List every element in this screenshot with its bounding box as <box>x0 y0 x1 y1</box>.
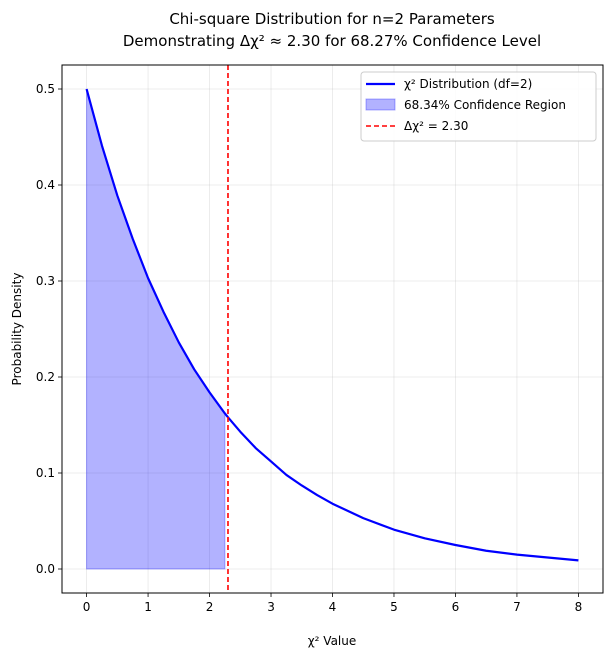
chart-title-line-1: Chi-square Distribution for n=2 Paramete… <box>169 10 495 28</box>
legend-box <box>360 71 597 142</box>
y-tick-label: 0.2 <box>36 370 55 384</box>
legend-label-region: 68.34% Confidence Region <box>404 98 566 112</box>
legend-area-swatch <box>365 98 396 111</box>
legend-label-threshold: Δχ² = 2.30 <box>404 119 468 133</box>
x-tick-label: 3 <box>267 600 275 614</box>
y-axis-ticks: 0.0 0.1 0.2 0.3 0.4 0.5 <box>36 82 62 576</box>
chart-title-line-2: Demonstrating Δχ² ≈ 2.30 for 68.27% Conf… <box>123 32 541 50</box>
y-tick-label: 0.0 <box>36 562 55 576</box>
chi-square-curve <box>85 88 579 562</box>
x-tick-label: 2 <box>206 600 214 614</box>
legend: χ² Distribution (df=2) 68.34% Confidence… <box>360 71 597 142</box>
legend-label-distribution: χ² Distribution (df=2) <box>404 77 532 91</box>
y-tick-label: 0.5 <box>36 82 55 96</box>
x-tick-label: 5 <box>390 600 398 614</box>
x-axis-ticks: 0 1 2 3 4 5 6 7 8 <box>83 593 582 614</box>
x-tick-label: 7 <box>513 600 521 614</box>
chi-square-curve-group <box>85 88 579 562</box>
x-tick-label: 0 <box>83 600 91 614</box>
y-tick-label: 0.1 <box>36 466 55 480</box>
y-tick-label: 0.4 <box>36 178 55 192</box>
grid <box>62 65 603 593</box>
y-tick-label: 0.3 <box>36 274 55 288</box>
y-axis-label: Probability Density <box>10 273 24 386</box>
x-tick-label: 6 <box>452 600 460 614</box>
x-tick-label: 8 <box>575 600 583 614</box>
x-axis-label: χ² Value <box>308 634 357 648</box>
x-tick-label: 1 <box>144 600 152 614</box>
x-tick-label: 4 <box>329 600 337 614</box>
